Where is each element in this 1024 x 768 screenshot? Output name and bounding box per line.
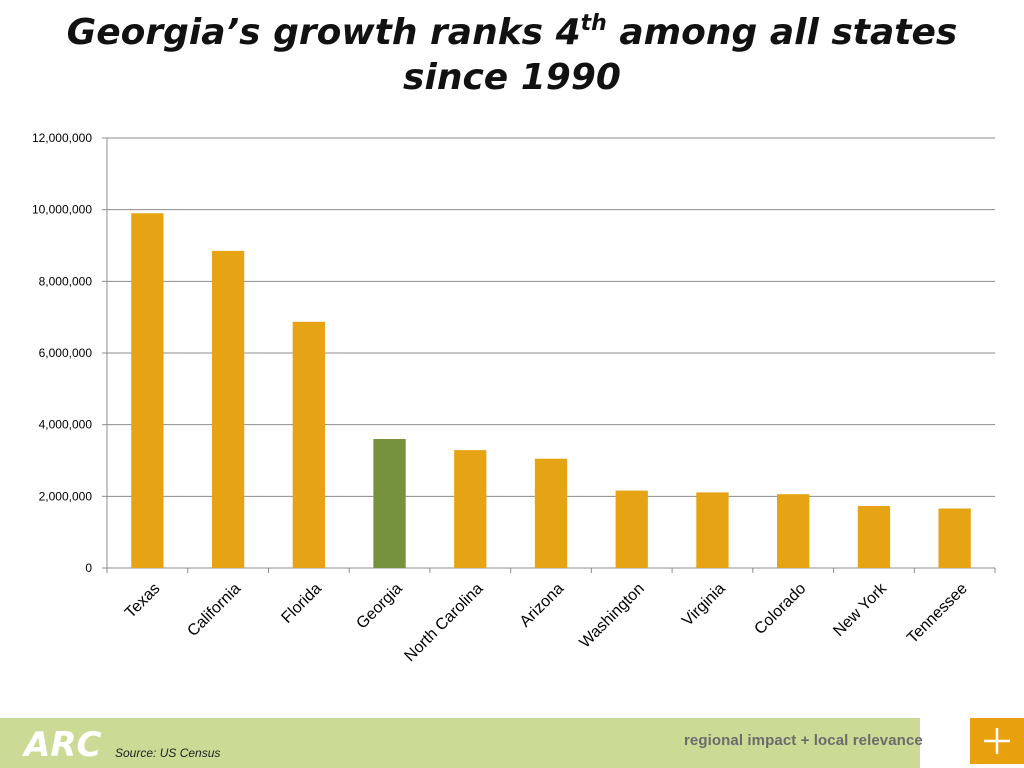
bar-texas: [131, 213, 164, 568]
slide-title: Georgia’s growth ranks 4th among all sta…: [0, 10, 1024, 100]
bar-california: [211, 250, 245, 568]
title-text-end: among all states: [606, 12, 958, 53]
footer: ARC Source: US Census regional impact + …: [0, 718, 1024, 768]
x-tick-label: Arizona: [517, 580, 567, 630]
source-note: Source: US Census: [115, 746, 221, 760]
bar-tennessee: [938, 508, 971, 568]
bar-arizona: [534, 458, 568, 568]
y-tick-label: 4,000,000: [39, 418, 93, 432]
arc-logo: ARC: [22, 725, 101, 762]
bar-virginia: [696, 492, 729, 568]
x-tick-label: New York: [830, 579, 891, 640]
plus-icon: [984, 728, 1010, 754]
plus-button[interactable]: [970, 718, 1024, 764]
title-line-2: since 1990: [403, 57, 621, 98]
bar-washington: [615, 490, 648, 568]
x-tick-label: Virginia: [679, 580, 729, 630]
y-tick-label: 12,000,000: [32, 131, 92, 145]
y-tick-label: 2,000,000: [39, 489, 93, 503]
y-tick-label: 6,000,000: [39, 346, 93, 360]
title-superscript: th: [580, 11, 607, 36]
bar-florida: [292, 321, 325, 568]
x-tick-label: Florida: [278, 580, 325, 627]
footer-band: [0, 718, 920, 768]
logo-text: ARC: [22, 725, 101, 762]
bar-north-carolina: [454, 450, 487, 568]
y-tick-label: 8,000,000: [39, 274, 93, 288]
y-tick-label: 0: [85, 561, 92, 575]
title-line-1: Georgia’s growth ranks 4th among all sta…: [0, 10, 1024, 55]
x-tick-label: Tennessee: [904, 580, 971, 647]
x-tick-label: North Carolina: [401, 580, 486, 665]
x-tick-label: Washington: [577, 580, 648, 651]
tagline: regional impact + local relevance: [684, 732, 923, 749]
x-tick-label: Georgia: [353, 580, 405, 632]
bar-georgia: [373, 439, 406, 568]
bar-new-york: [857, 506, 891, 568]
x-tick-label: California: [184, 580, 244, 640]
x-tick-label: Texas: [122, 580, 164, 622]
y-tick-label: 10,000,000: [32, 203, 92, 217]
bar-colorado: [777, 494, 810, 568]
x-tick-label: Colorado: [751, 580, 809, 638]
title-text: Georgia’s growth ranks 4: [66, 12, 581, 53]
